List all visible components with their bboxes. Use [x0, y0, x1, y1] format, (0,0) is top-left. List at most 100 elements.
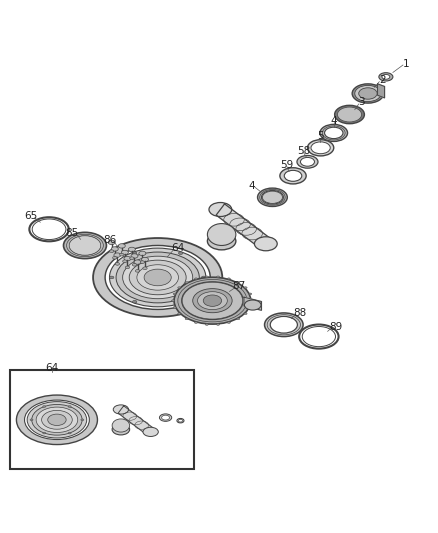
Ellipse shape	[108, 240, 115, 245]
Ellipse shape	[270, 317, 297, 333]
Ellipse shape	[143, 267, 147, 270]
Ellipse shape	[340, 109, 359, 120]
Ellipse shape	[193, 288, 232, 313]
Ellipse shape	[120, 253, 124, 256]
Ellipse shape	[352, 84, 384, 103]
Text: 4: 4	[248, 181, 255, 191]
Ellipse shape	[311, 142, 330, 154]
Text: 85: 85	[66, 228, 79, 238]
Ellipse shape	[123, 260, 127, 263]
Ellipse shape	[69, 236, 101, 255]
Ellipse shape	[162, 415, 170, 420]
Ellipse shape	[124, 256, 131, 261]
Ellipse shape	[81, 419, 84, 421]
Ellipse shape	[244, 300, 261, 310]
Ellipse shape	[379, 72, 393, 81]
Ellipse shape	[216, 324, 219, 325]
Ellipse shape	[182, 282, 243, 319]
Ellipse shape	[113, 256, 117, 259]
Ellipse shape	[307, 140, 334, 156]
Ellipse shape	[64, 232, 106, 259]
Ellipse shape	[27, 402, 87, 438]
Ellipse shape	[237, 318, 240, 320]
Ellipse shape	[325, 127, 343, 139]
Ellipse shape	[178, 287, 181, 288]
Ellipse shape	[185, 281, 188, 284]
Ellipse shape	[355, 85, 381, 102]
Ellipse shape	[382, 75, 390, 79]
Text: 64: 64	[45, 363, 58, 373]
Ellipse shape	[116, 252, 199, 303]
Ellipse shape	[262, 191, 283, 204]
Ellipse shape	[265, 313, 303, 336]
Ellipse shape	[144, 269, 171, 286]
Text: 4: 4	[331, 116, 338, 126]
Ellipse shape	[93, 238, 222, 317]
Ellipse shape	[112, 419, 130, 432]
Ellipse shape	[132, 263, 137, 266]
Ellipse shape	[68, 406, 71, 407]
Ellipse shape	[42, 410, 72, 429]
Ellipse shape	[25, 400, 89, 440]
Ellipse shape	[244, 287, 247, 288]
Ellipse shape	[121, 251, 128, 255]
Ellipse shape	[178, 301, 183, 303]
Text: 3: 3	[358, 97, 365, 107]
Ellipse shape	[198, 292, 227, 310]
Ellipse shape	[143, 427, 158, 437]
Ellipse shape	[110, 248, 206, 307]
Text: 87: 87	[233, 281, 246, 291]
Ellipse shape	[280, 168, 306, 184]
Ellipse shape	[70, 236, 100, 255]
Ellipse shape	[43, 406, 46, 407]
Ellipse shape	[249, 293, 252, 295]
Ellipse shape	[201, 276, 206, 279]
Text: 64: 64	[171, 243, 184, 253]
Ellipse shape	[135, 270, 140, 272]
Ellipse shape	[141, 257, 148, 262]
Ellipse shape	[357, 87, 379, 100]
Ellipse shape	[113, 405, 129, 414]
Ellipse shape	[17, 395, 97, 445]
Ellipse shape	[118, 244, 125, 248]
Text: 65: 65	[24, 211, 37, 221]
Ellipse shape	[159, 414, 172, 421]
Ellipse shape	[208, 232, 236, 250]
Ellipse shape	[42, 432, 46, 434]
Ellipse shape	[216, 276, 219, 278]
Ellipse shape	[132, 252, 137, 254]
Text: 1: 1	[403, 59, 410, 69]
Text: 2: 2	[379, 75, 386, 85]
Ellipse shape	[115, 263, 120, 265]
Ellipse shape	[254, 237, 277, 251]
Ellipse shape	[110, 250, 114, 253]
Polygon shape	[378, 84, 385, 98]
Ellipse shape	[244, 313, 247, 314]
Ellipse shape	[36, 407, 78, 432]
Ellipse shape	[185, 318, 188, 320]
Ellipse shape	[203, 295, 222, 306]
Text: 59: 59	[280, 160, 293, 171]
Ellipse shape	[125, 266, 130, 269]
Polygon shape	[118, 406, 153, 435]
Ellipse shape	[251, 300, 253, 302]
Ellipse shape	[132, 301, 137, 303]
Ellipse shape	[110, 276, 114, 279]
Ellipse shape	[359, 88, 377, 99]
Ellipse shape	[194, 278, 198, 280]
Ellipse shape	[178, 252, 183, 254]
Ellipse shape	[209, 203, 232, 216]
Ellipse shape	[227, 322, 230, 324]
Ellipse shape	[205, 324, 208, 325]
Ellipse shape	[48, 414, 66, 425]
Text: 58: 58	[297, 146, 310, 156]
Ellipse shape	[261, 190, 283, 204]
Ellipse shape	[284, 171, 302, 181]
Ellipse shape	[139, 251, 146, 255]
Polygon shape	[216, 204, 270, 249]
Ellipse shape	[112, 424, 130, 435]
Ellipse shape	[130, 257, 134, 260]
Ellipse shape	[123, 256, 193, 298]
Ellipse shape	[131, 254, 138, 258]
Ellipse shape	[297, 156, 318, 168]
